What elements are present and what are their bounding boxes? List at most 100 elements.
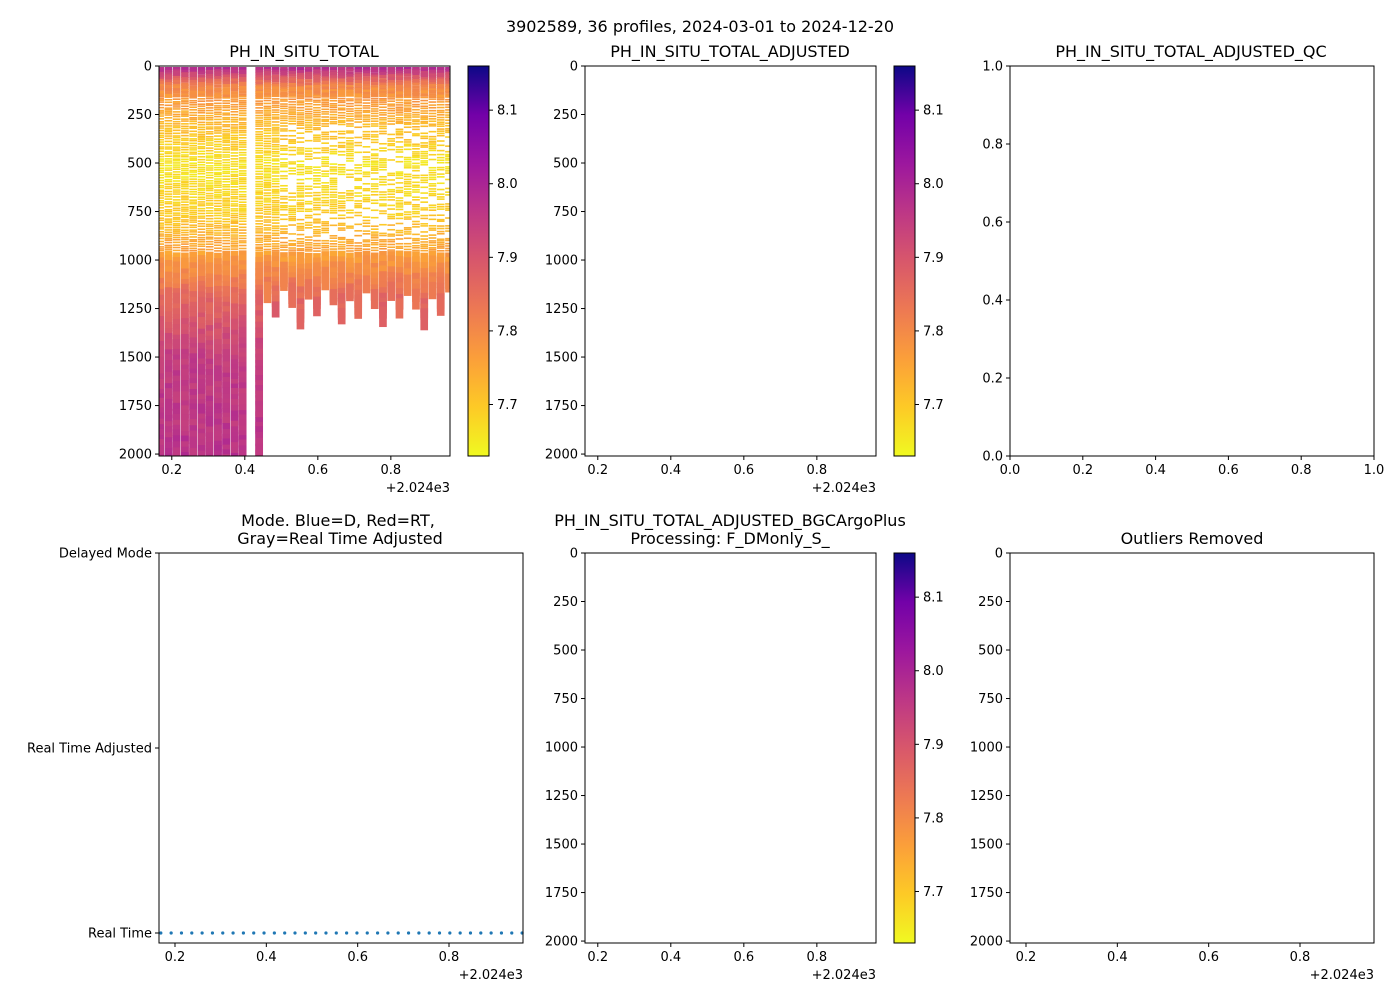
heatmap-cell [159, 212, 164, 214]
heatmap-cell [436, 72, 445, 76]
heatmap-cell [197, 163, 206, 166]
heatmap-cell [362, 81, 371, 85]
heatmap-cell [197, 210, 206, 212]
heatmap-cell [172, 69, 181, 73]
heatmap-cell [387, 96, 396, 98]
heatmap-cell [159, 226, 164, 228]
heatmap-cell [412, 125, 420, 128]
heatmap-cell [172, 136, 181, 139]
heatmap-cell [214, 92, 222, 96]
heatmap-cell [354, 69, 363, 73]
heatmap-cell [189, 453, 197, 456]
heatmap-cell [395, 208, 404, 211]
heatmap-cell [379, 74, 387, 79]
heatmap-cell [214, 135, 222, 137]
heatmap-cell [313, 84, 321, 88]
heatmap-cell [337, 192, 346, 194]
heatmap-cell [436, 232, 445, 235]
heatmap-cell [172, 125, 181, 127]
heatmap-cell [321, 84, 330, 88]
heatmap-cell [403, 218, 412, 220]
heatmap-cell [159, 240, 164, 243]
heatmap-cell [230, 205, 239, 207]
heatmap-cell [214, 220, 222, 223]
heatmap-cell [428, 123, 437, 126]
heatmap-cell [395, 238, 404, 240]
y-tick-label: 250 [553, 595, 578, 610]
x-tick-label: 0.8 [1291, 463, 1312, 478]
y-tick-label: 0.2 [982, 372, 1003, 387]
heatmap-cell [304, 124, 313, 126]
heatmap-cell [296, 72, 305, 76]
mode-point [437, 931, 442, 935]
heatmap-cell [288, 106, 297, 108]
heatmap-cell [230, 229, 239, 232]
heatmap-cell [395, 199, 404, 202]
heatmap-cell [214, 99, 222, 102]
heatmap-cell [379, 106, 387, 109]
heatmap-cell [280, 82, 288, 86]
heatmap-cell [159, 147, 164, 150]
heatmap-cell [379, 82, 387, 86]
heatmap-cell [222, 141, 230, 144]
heatmap-cell [436, 245, 445, 248]
heatmap-cell [214, 160, 222, 162]
heatmap-cell [280, 117, 288, 119]
heatmap-cell [205, 169, 214, 171]
heatmap-cell [296, 249, 305, 252]
heatmap-cell [379, 132, 387, 135]
y-tick-label: 1250 [545, 789, 578, 804]
mode-point [479, 931, 483, 935]
heatmap-cell [189, 116, 197, 119]
heatmap-cell [296, 242, 305, 245]
heatmap-cell [271, 111, 280, 114]
heatmap-cell [205, 215, 214, 217]
heatmap-cell [189, 188, 197, 191]
heatmap-cell [230, 118, 239, 121]
heatmap-cell [271, 143, 280, 146]
heatmap-cell [214, 132, 222, 134]
heatmap-cell [271, 197, 280, 199]
heatmap-cell [420, 160, 429, 162]
heatmap-cell [296, 151, 305, 153]
heatmap-cell [271, 201, 280, 204]
heatmap-cell [181, 226, 189, 229]
heatmap-cell [304, 200, 313, 203]
heatmap-cell [337, 75, 346, 79]
heatmap-cell [238, 174, 247, 176]
heatmap-cell [280, 204, 288, 207]
heatmap-cell [159, 71, 164, 75]
heatmap-cell [288, 93, 297, 97]
heatmap-cell [159, 115, 164, 117]
heatmap-cell [197, 123, 206, 126]
heatmap-cell [222, 172, 230, 175]
heatmap-cell [379, 183, 387, 186]
heatmap-cell [387, 193, 396, 196]
heatmap-cell [288, 115, 297, 118]
heatmap-cell [230, 78, 239, 82]
heatmap-cell [370, 105, 379, 108]
heatmap-cell [214, 450, 222, 456]
heatmap-cell [304, 94, 313, 98]
heatmap-cell [238, 215, 247, 218]
heatmap-cell [428, 206, 437, 209]
heatmap-cell [288, 108, 297, 110]
mode-point [468, 931, 473, 935]
heatmap-cell [197, 145, 206, 148]
heatmap-cell [280, 130, 288, 132]
heatmap-cell [172, 234, 181, 237]
heatmap-cell [387, 69, 396, 73]
heatmap-cell [222, 148, 230, 151]
heatmap-cell [337, 87, 346, 91]
heatmap-cell [164, 152, 173, 155]
y-tick-label: 750 [553, 205, 578, 220]
heatmap-cell [197, 136, 206, 139]
heatmap-cell [172, 102, 181, 105]
heatmap-cell [362, 105, 371, 107]
mode-point [355, 931, 359, 935]
heatmap-cell [263, 216, 272, 218]
heatmap-cell [354, 169, 363, 172]
heatmap-cell [214, 123, 222, 126]
heatmap-cell [159, 164, 164, 167]
mode-point [417, 931, 421, 935]
